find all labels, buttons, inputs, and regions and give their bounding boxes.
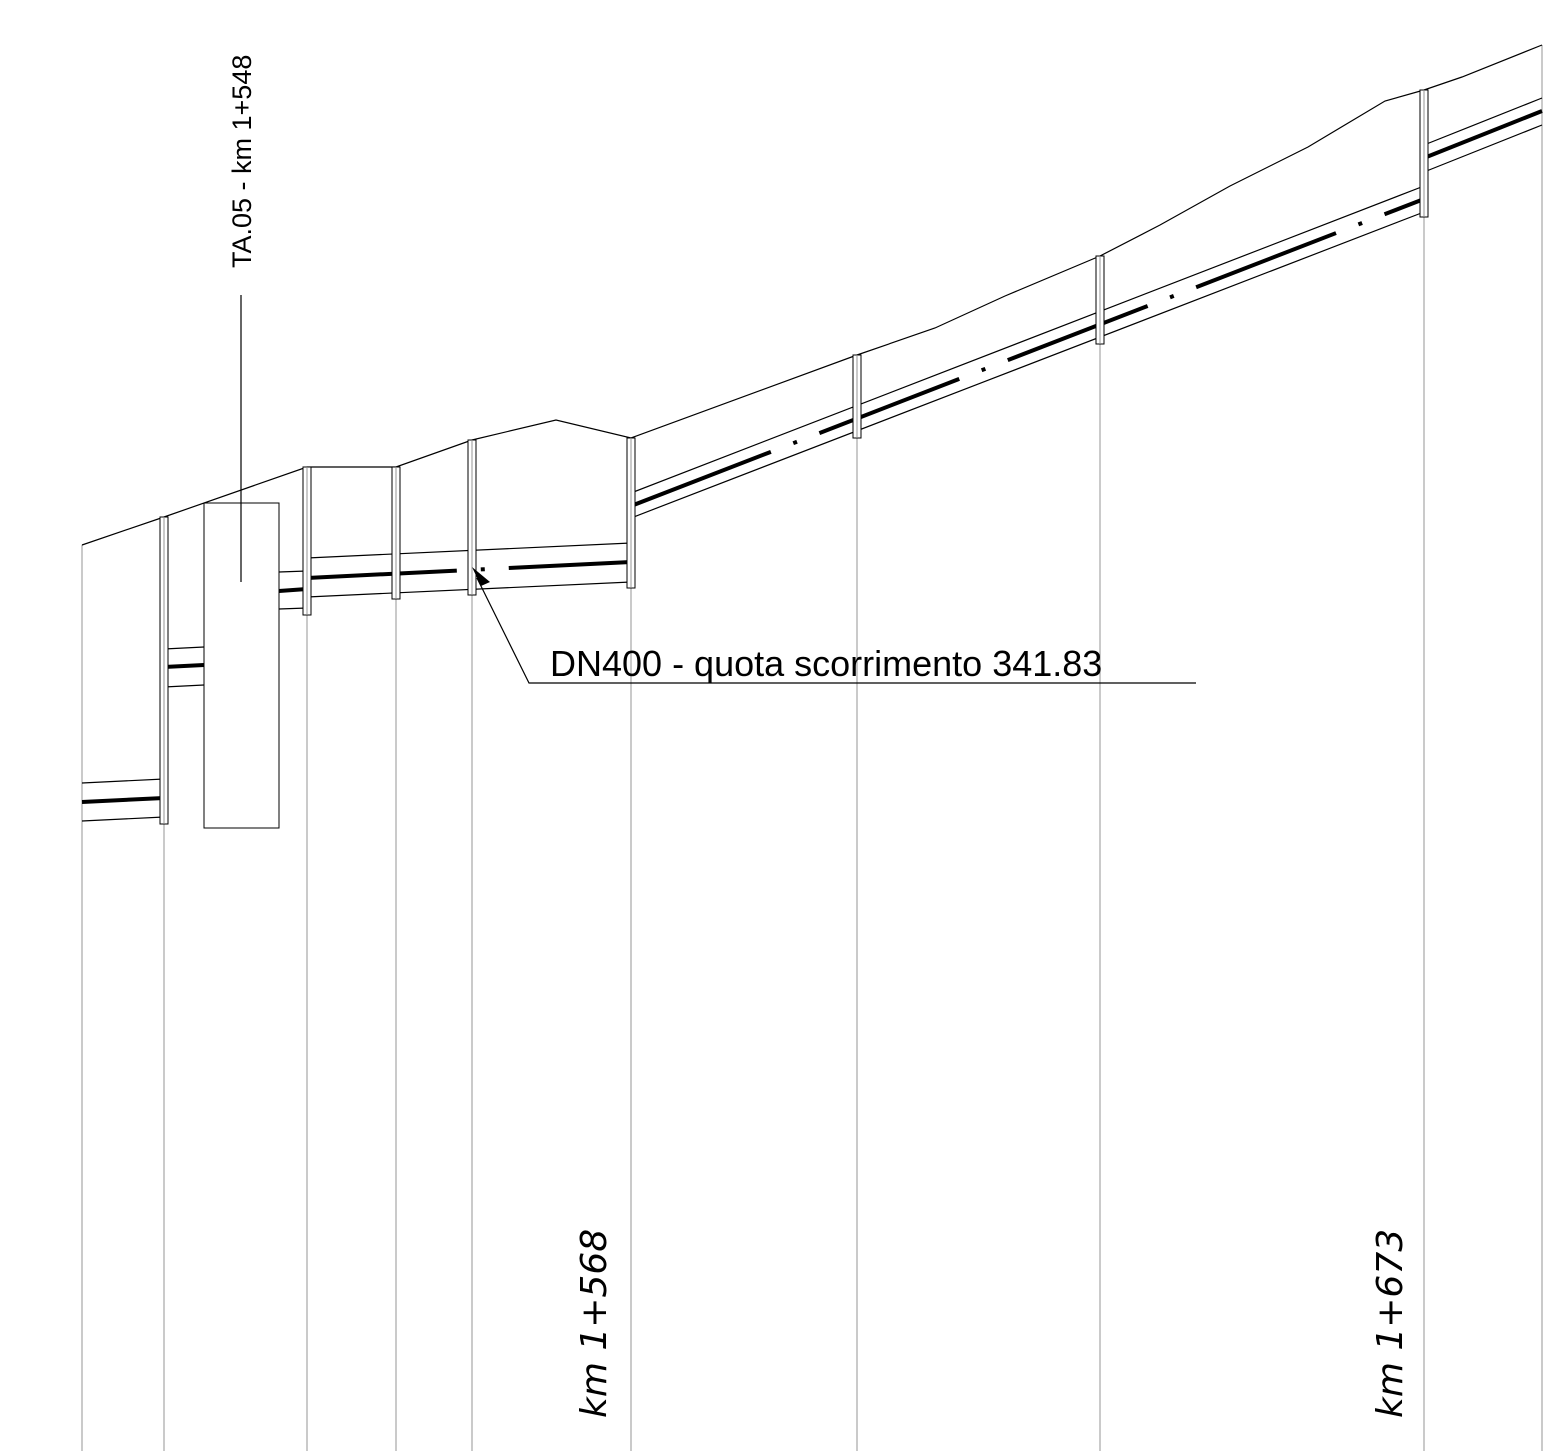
pipe-segment bbox=[81, 796, 165, 804]
pipe-note-leader bbox=[472, 567, 1196, 684]
pipe-segment bbox=[278, 587, 308, 593]
pipe-segment-dashed bbox=[306, 560, 632, 580]
pipe-envelope bbox=[81, 97, 1543, 822]
pipe-envelope-line bbox=[81, 816, 165, 822]
pipe-segment-dashed bbox=[630, 197, 1425, 508]
km-label-left: km 1+568 bbox=[574, 1229, 615, 1418]
pipe-envelope-line bbox=[1423, 124, 1543, 173]
chainage-grid bbox=[81, 45, 1543, 1451]
pipe-invert bbox=[81, 109, 1543, 804]
pipe-segment bbox=[1423, 109, 1543, 160]
pipe-envelope-line bbox=[278, 570, 308, 573]
pipe-envelope-line bbox=[163, 684, 205, 688]
pipe-segment bbox=[163, 663, 205, 669]
ground-profile-line bbox=[81, 44, 1543, 546]
pipe-envelope-line bbox=[630, 211, 1425, 519]
manholes bbox=[159, 89, 1429, 825]
km-label-right: km 1+673 bbox=[1370, 1229, 1411, 1418]
pipe-envelope-line bbox=[278, 607, 308, 610]
pipe-note-label: DN400 - quota scorrimento 341.83 bbox=[550, 643, 1102, 684]
pipe-envelope-line bbox=[163, 646, 205, 650]
leader-line bbox=[476, 577, 1196, 684]
leader-arrowhead bbox=[472, 567, 490, 586]
pipe-envelope-line bbox=[1423, 97, 1543, 146]
pipe-envelope-line bbox=[81, 778, 165, 784]
station-label: TA.05 - km 1+548 bbox=[227, 55, 257, 268]
pipe-envelope-line bbox=[630, 185, 1425, 494]
